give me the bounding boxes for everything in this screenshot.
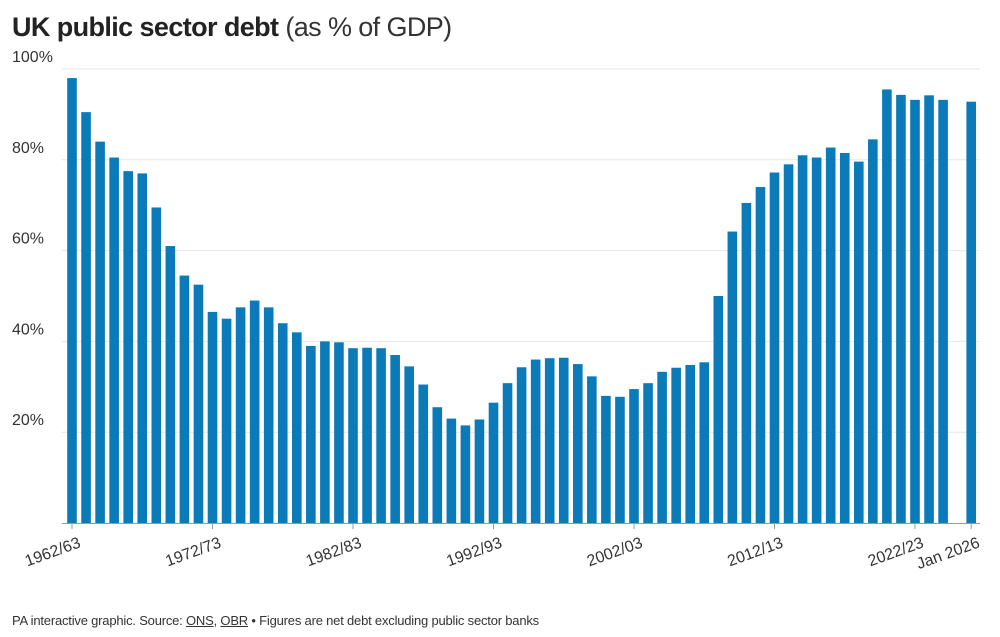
footer-note: PA interactive graphic. Source: ONS, OBR… [12,613,539,628]
bar [811,157,822,523]
x-tick-label: 1992/93 [444,535,504,571]
x-tick-label: 1962/63 [23,535,83,571]
x-tick-label: Jan 2026 [914,535,982,574]
bar [418,384,429,523]
bar [460,425,471,523]
bar [839,152,850,524]
bar [277,323,288,523]
bar [882,89,892,524]
bar [109,157,119,523]
y-axis-ticks: 20% 40% 60% 80% 100% [12,49,53,429]
bar [910,99,920,523]
bar [165,246,176,523]
bar [348,348,358,523]
bar [488,402,499,523]
bar [699,362,710,523]
bar [432,407,443,523]
bar [573,364,583,523]
bar [825,147,836,524]
x-axis-ticks: 1962/63 1972/73 1982/83 1992/93 2002/03 2012/… [23,523,982,573]
bar [938,99,948,523]
bar [601,395,611,523]
source-link-ons[interactable]: ONS [186,613,214,628]
bar [221,318,232,523]
bar-chart: 20%40%60%80%100% 1962/63 1972/73 1982/83 19… [12,49,982,573]
bar [657,371,667,523]
x-tick-label: 2012/13 [725,535,785,571]
bar [334,342,344,523]
bar [249,300,260,523]
bar [643,383,653,523]
y-tick-label: 100% [12,49,53,66]
bar [713,296,724,523]
bar [151,207,162,523]
y-tick-label: 60% [12,231,44,248]
bar [207,311,218,523]
bar [769,172,780,523]
bar [544,358,555,523]
bar [81,112,91,523]
bar [193,284,204,523]
footer-note-text: • Figures are net debt excluding public … [248,613,539,628]
bar [292,332,302,523]
bar [263,307,274,523]
bar [390,355,400,523]
bar [783,164,794,523]
bar [235,307,246,523]
title-subtitle: (as % of GDP) [278,12,452,42]
bar [137,173,148,524]
bar [755,187,766,524]
bar [474,419,485,523]
bar [924,95,934,523]
bar [362,347,372,523]
bar [671,367,681,523]
bar [615,396,625,523]
bar [446,418,457,523]
y-tick-label: 80% [12,140,44,157]
footer-prefix: PA interactive graphic. Source: [12,613,187,628]
bar [516,367,527,523]
bar [502,383,513,523]
bar [320,341,330,523]
bar [306,345,316,523]
bars [67,78,976,524]
bar [966,101,976,524]
source-link-obr[interactable]: OBR [220,613,248,628]
bar [587,376,597,523]
bar [404,366,414,523]
bar [727,231,738,524]
bar [530,359,541,523]
bar [741,202,752,523]
bar [896,94,906,524]
bar [67,78,77,523]
footer-separator: , [213,613,221,628]
x-tick-label: 1982/83 [304,535,364,571]
x-tick-label: 2002/03 [585,535,645,571]
title-main: UK public sector debt [12,12,279,42]
bar [868,139,878,523]
page-title: UK public sector debt (as % of GDP) [12,12,452,43]
y-tick-label: 40% [12,321,44,338]
bar [797,155,808,523]
bar [376,348,386,523]
bar [854,161,864,523]
bar [558,357,569,523]
y-tick-label: 20% [12,412,44,429]
bar [179,275,190,523]
x-tick-label: 1972/73 [163,535,223,571]
bar [685,365,695,523]
bar [123,171,133,523]
bar [95,141,105,523]
bar [629,389,639,523]
